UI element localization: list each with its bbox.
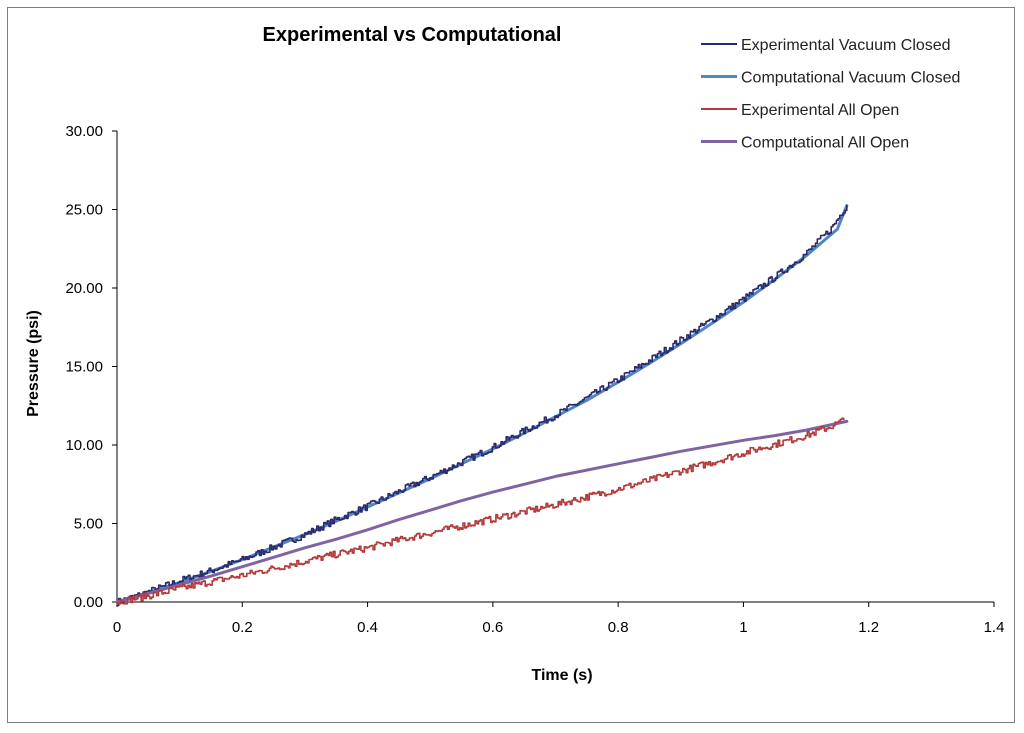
x-tick-label: 0.8 <box>608 619 629 636</box>
legend-item: Experimental Vacuum Closed <box>701 37 951 54</box>
series-line-experimental-all-open <box>116 417 845 605</box>
y-axis-label: Pressure (psi) <box>25 310 42 417</box>
axes: 0.00 5.00 10.00 15.00 20.00 25.00 30.00 0 0.2 0.4… <box>65 123 1004 636</box>
legend-item: Computational All Open <box>701 135 909 152</box>
series-layer <box>115 204 849 607</box>
series-line-computational-all-open <box>115 419 849 604</box>
legend-label: Experimental All Open <box>741 102 899 119</box>
legend-item: Computational Vacuum Closed <box>701 70 960 87</box>
x-tick-label: 1.4 <box>984 619 1005 636</box>
y-tick-label: 0.00 <box>74 594 103 611</box>
x-tick-label: 0 <box>113 619 121 636</box>
legend-label: Computational All Open <box>741 135 909 152</box>
x-tick-label: 0.4 <box>357 619 378 636</box>
chart-frame: Experimental vs Computational 0.00 5.00 10… <box>7 7 1015 723</box>
series-line-computational-vacuum-closed <box>115 204 849 604</box>
x-tick-label: 1 <box>739 619 747 636</box>
x-tick-label: 1.2 <box>858 619 879 636</box>
legend-label: Computational Vacuum Closed <box>741 70 960 87</box>
x-tick-label: 0.2 <box>232 619 253 636</box>
y-tick-label: 30.00 <box>65 123 103 140</box>
y-tick-label: 10.00 <box>65 437 103 454</box>
y-tick-label: 25.00 <box>65 202 103 219</box>
chart-svg: Experimental vs Computational 0.005.0010… <box>25 24 1004 684</box>
legend-label: Experimental Vacuum Closed <box>741 37 951 54</box>
legend: Experimental Vacuum Closed Computational … <box>701 37 960 152</box>
y-tick-label: 20.00 <box>65 280 103 297</box>
chart-title: Experimental vs Computational <box>263 24 562 46</box>
y-tick-label: 5.00 <box>74 516 103 533</box>
legend-item: Experimental All Open <box>701 102 899 119</box>
x-tick-label: 0.6 <box>482 619 503 636</box>
series-line-experimental-vacuum-closed <box>116 205 848 607</box>
x-axis-label: Time (s) <box>531 667 592 684</box>
y-tick-label: 15.00 <box>65 359 103 376</box>
